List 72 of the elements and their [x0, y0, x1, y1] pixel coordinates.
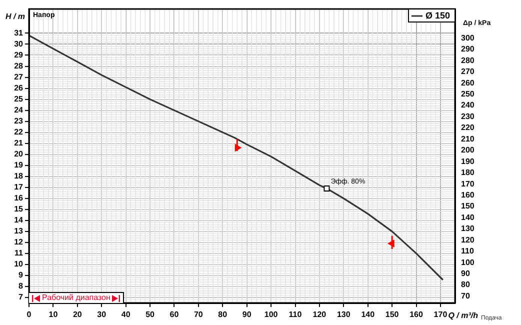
x-tick-label: 60 [170, 310, 180, 320]
x-tick-label: 150 [385, 310, 400, 320]
y-tick-label: 23 [14, 116, 24, 126]
y-tick-label: 14 [14, 216, 24, 225]
y2-tick-label: 110 [461, 246, 474, 256]
y2-tick-label: 180 [461, 168, 475, 178]
y2-tick-label: 210 [461, 134, 475, 144]
x-tick-label: 50 [146, 310, 156, 320]
legend-label: Ø 150 [425, 10, 450, 20]
x-axis-title: Q / m³/h [448, 311, 478, 320]
y2-tick-label: 140 [461, 212, 475, 222]
y2-tick-label: 300 [461, 33, 475, 42]
y2-tick-label: 240 [461, 100, 475, 110]
y-tick-label: 19 [14, 160, 24, 170]
y2-tick-label: 80 [461, 280, 470, 290]
x-tick-label: 170 [434, 310, 448, 320]
y-tick-label: 22 [14, 128, 24, 137]
x-tick-label: 100 [264, 310, 278, 320]
y2-tick-label: 260 [461, 78, 475, 88]
y2-tick-label: 130 [461, 224, 475, 234]
x-tick-label: 110 [288, 310, 302, 320]
y2-tick-label: 230 [461, 112, 475, 121]
y2-tick-label: 150 [461, 202, 475, 211]
x-tick-label: 80 [218, 310, 228, 320]
y-tick-label: 16 [14, 194, 24, 203]
y-tick-label: 7 [18, 292, 24, 302]
y-tick-label: 8 [18, 282, 24, 291]
y-tick-label: 15 [14, 204, 24, 214]
x-tick-label: 120 [312, 310, 327, 320]
y2-tick-label: 120 [461, 235, 475, 244]
y2-tick-label: 200 [461, 146, 475, 155]
y2-tick-label: 170 [461, 179, 475, 188]
x-tick-label: 40 [121, 310, 131, 320]
y-tick-label: 11 [14, 248, 24, 258]
y-tick-label: 18 [14, 172, 24, 181]
y2-tick-label: 70 [461, 291, 470, 300]
y2-tick-label: 220 [461, 123, 475, 132]
y2-tick-label: 90 [461, 269, 470, 278]
x-tick-label: 30 [97, 310, 107, 320]
label-box: Рабочий диапазон [29, 292, 124, 303]
annotation: Рабочий диапазон [42, 293, 110, 303]
y-tick-label: 29 [14, 50, 24, 60]
y-tick-label: 27 [14, 72, 24, 82]
y-tick-label: 28 [14, 61, 24, 70]
y-tick-label: 30 [14, 39, 24, 48]
y2-tick-label: 270 [461, 67, 475, 76]
y-tick-label: 17 [14, 182, 24, 192]
y-tick-label: 26 [14, 83, 24, 92]
y2-tick-label: 190 [461, 156, 475, 166]
y-tick-label: 21 [14, 138, 24, 148]
y2-tick-label: 160 [461, 190, 475, 200]
x-tick-label: 140 [361, 310, 376, 320]
y-tick-label: 12 [14, 238, 24, 247]
y-tick-label: 20 [14, 150, 24, 159]
y-tick-label: 24 [14, 106, 24, 115]
x-tick-label: 160 [410, 310, 424, 320]
y2-tick-label: 100 [461, 258, 475, 267]
y-tick-label: 13 [14, 226, 24, 236]
y-tick-label: 25 [14, 94, 24, 104]
y2-tick-label: 280 [461, 56, 475, 65]
x-tick-label: 70 [194, 310, 204, 320]
y-tick-label: 9 [18, 270, 24, 280]
x-tick-label: 20 [72, 310, 82, 320]
y-tick-label: 10 [14, 260, 24, 269]
x-tick-label: 130 [336, 310, 351, 320]
x-tick-label: 10 [48, 310, 58, 320]
x-tick-label: 90 [242, 310, 252, 320]
x-tick-label: 0 [26, 310, 32, 320]
y-axis-title: H / m [5, 12, 25, 22]
y2-tick-label: 290 [461, 44, 475, 54]
y-tick-label: 31 [14, 28, 24, 38]
y2-tick-label: 250 [461, 89, 475, 98]
